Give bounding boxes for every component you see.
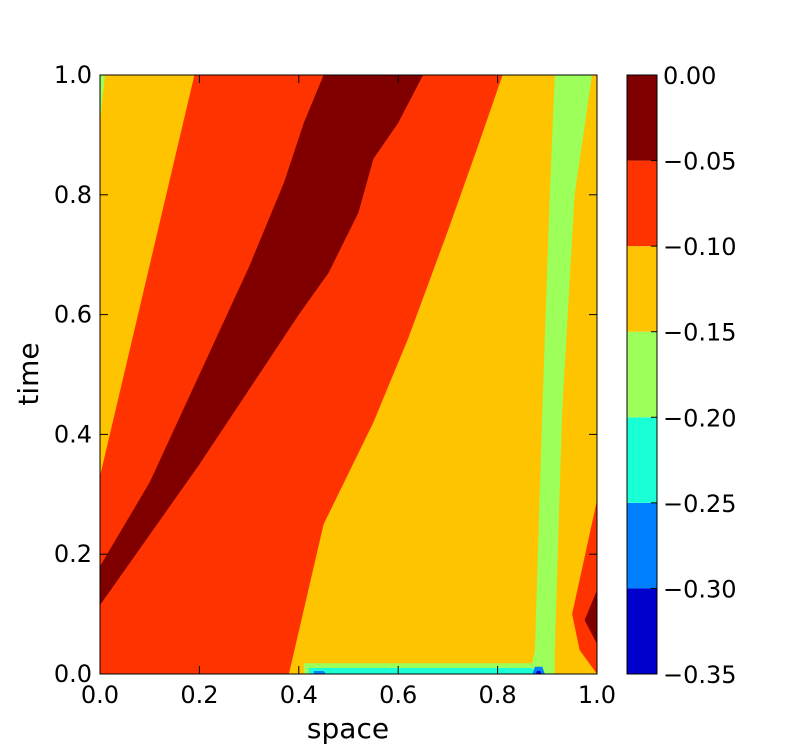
contour-band-min0.20-to-min0.15-left-edge bbox=[100, 75, 105, 123]
colorbar-tick-label: −0.15 bbox=[663, 319, 737, 347]
colorbar-tick-label: 0.00 bbox=[663, 62, 716, 90]
x-tick-label: 0.2 bbox=[180, 681, 218, 709]
x-tick-label: 0.0 bbox=[81, 681, 119, 709]
colorbar-tick-label: −0.10 bbox=[663, 233, 737, 261]
contour-band-min0.15-to-min0.10-left bbox=[100, 75, 195, 477]
y-axis: 0.0 0.2 0.4 0.6 0.8 1.0 bbox=[54, 61, 597, 688]
colorbar-tick-label: −0.20 bbox=[663, 404, 737, 432]
y-tick-label: 1.0 bbox=[54, 61, 92, 89]
y-tick-label: 0.4 bbox=[54, 420, 92, 448]
contour-band-min0.05-to-0.00-right-tip bbox=[584, 590, 597, 644]
colorbar-tick-label: −0.05 bbox=[663, 148, 737, 176]
colorbar-swatch bbox=[627, 502, 657, 589]
plot-frame bbox=[99, 74, 598, 675]
contour-band-min0.35-to-min0.30-bottom-right bbox=[535, 671, 542, 674]
y-tick-label: 0.0 bbox=[54, 660, 92, 688]
y-tick-label: 0.2 bbox=[54, 540, 92, 568]
colorbar-swatch bbox=[627, 417, 657, 503]
y-tick-label: 0.6 bbox=[54, 301, 92, 329]
colorbar: −0.35 −0.30 −0.25 −0.20 −0.15 −0.10 −0.05 0.00 bbox=[626, 62, 737, 689]
contour-band-min0.15-to-min0.10-right bbox=[288, 75, 597, 674]
y-tick-label: 0.8 bbox=[54, 181, 92, 209]
colorbar-swatch bbox=[627, 246, 657, 332]
colorbar-tick-label: −0.25 bbox=[663, 490, 737, 518]
contour-band-min0.20-to-min0.15-strip bbox=[529, 75, 592, 674]
x-tick-label: 1.0 bbox=[578, 681, 616, 709]
plot-area bbox=[100, 75, 597, 674]
colorbar-tick-label: −0.35 bbox=[663, 661, 737, 689]
x-tick-label: 0.4 bbox=[280, 681, 318, 709]
x-tick-label: 0.6 bbox=[379, 681, 417, 709]
contour-band-min0.30-to-min0.25-bottom bbox=[313, 671, 327, 674]
y-axis-label: time bbox=[12, 342, 45, 405]
x-axis-label: space bbox=[307, 712, 389, 745]
colorbar-frame bbox=[626, 74, 658, 675]
x-axis: 0.0 0.2 0.4 0.6 0.8 1.0 bbox=[81, 75, 616, 709]
x-tick-label: 0.8 bbox=[479, 681, 517, 709]
contour-band-min0.25-to-min0.20-bottom bbox=[308, 668, 535, 674]
colorbar-swatch bbox=[627, 160, 657, 247]
contour-band-min0.05-to-0.00-diagonal bbox=[100, 75, 424, 606]
colorbar-tick-label: −0.30 bbox=[663, 575, 737, 603]
colorbar-swatch bbox=[627, 331, 657, 418]
colorbar-swatch bbox=[627, 588, 657, 674]
contour-band-min0.30-to-min0.25-bottom-right bbox=[532, 666, 545, 674]
colorbar-swatch bbox=[627, 75, 657, 161]
